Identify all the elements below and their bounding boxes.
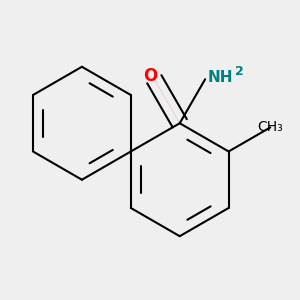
Text: O: O [143,67,157,85]
Text: CH₃: CH₃ [257,121,283,134]
Text: NH: NH [208,70,234,85]
Text: 2: 2 [235,65,244,78]
